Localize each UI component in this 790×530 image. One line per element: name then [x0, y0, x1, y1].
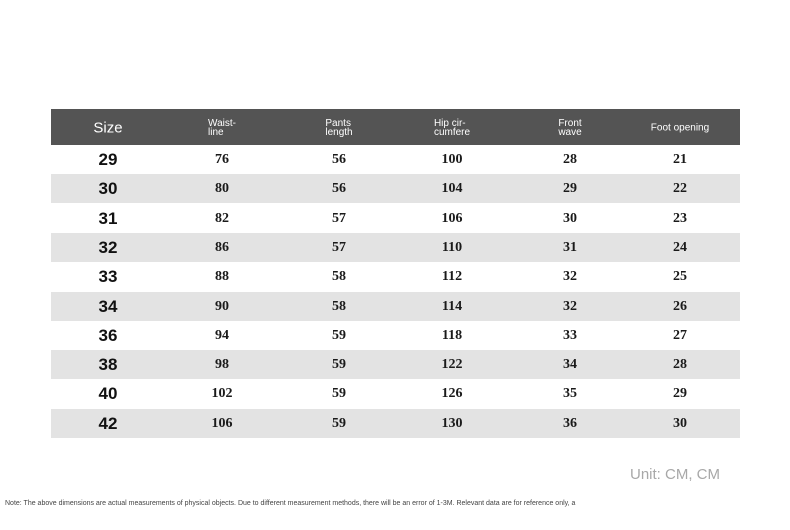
measure-cell: 30 — [563, 210, 577, 226]
table-row — [51, 145, 740, 174]
measure-cell: 58 — [332, 298, 346, 314]
table-row — [51, 262, 740, 291]
header-line: cumfere — [433, 127, 471, 138]
measure-cell: 114 — [441, 298, 463, 314]
column-header: Waist-line — [208, 118, 236, 138]
measure-cell: 100 — [441, 152, 463, 167]
measure-cell: 23 — [673, 210, 687, 226]
measure-cell: 34 — [563, 357, 577, 373]
measure-cell: 112 — [441, 269, 463, 285]
table-row — [51, 321, 740, 350]
column-header: Front wave — [558, 118, 582, 138]
measure-cell: 94 — [215, 327, 229, 343]
measure-cell: 57 — [332, 210, 346, 226]
header-line: line — [208, 127, 224, 138]
measure-cell: 21 — [673, 152, 687, 167]
table-row — [51, 204, 740, 233]
table-row — [51, 291, 740, 321]
measure-cell: 29 — [673, 386, 687, 402]
measure-cell: 102 — [211, 386, 233, 402]
size-cell: 30 — [98, 179, 118, 199]
size-cell: 34 — [98, 296, 118, 316]
measure-cell: 29 — [563, 181, 577, 197]
size-cell: 38 — [98, 355, 118, 375]
measure-cell: 82 — [215, 210, 229, 226]
column-header: Pants length — [325, 118, 353, 138]
header-line: Hip cir- — [433, 118, 466, 129]
header-line: wave — [558, 127, 582, 138]
table-row — [51, 232, 740, 262]
header-bar — [51, 109, 740, 145]
measure-cell: 90 — [215, 298, 229, 314]
measure-cell: 27 — [673, 327, 687, 343]
column-header: Hip cir-cumfere — [433, 118, 471, 138]
measure-cell: 26 — [673, 298, 687, 314]
size-cell: 36 — [98, 325, 118, 345]
measure-cell: 106 — [211, 415, 233, 431]
table-row — [51, 379, 740, 408]
measure-cell: 106 — [441, 210, 463, 226]
table-row — [51, 350, 740, 380]
header-line: Size — [93, 119, 123, 137]
size-cell: 32 — [98, 237, 118, 257]
measure-cell: 28 — [563, 152, 577, 167]
measure-cell: 104 — [441, 181, 463, 197]
measure-cell: 35 — [563, 386, 577, 402]
measure-cell: 24 — [673, 239, 687, 255]
header-line: Front — [558, 118, 582, 129]
measure-cell: 59 — [332, 386, 346, 402]
measure-cell: 30 — [673, 415, 687, 431]
measure-cell: 22 — [673, 181, 687, 197]
column-header: Size — [93, 121, 122, 136]
measure-cell: 122 — [441, 357, 463, 373]
measure-cell: 32 — [563, 269, 577, 285]
measure-cell: 76 — [215, 152, 229, 167]
size-cell: 31 — [98, 208, 118, 228]
measure-cell: 28 — [673, 357, 687, 373]
measure-cell: 58 — [332, 269, 346, 285]
measure-cell: 126 — [441, 386, 463, 402]
measure-cell: 86 — [215, 239, 229, 255]
size-cell: 40 — [98, 384, 118, 404]
header-line: length — [325, 127, 353, 138]
measure-cell: 33 — [563, 327, 577, 343]
column-header: Foot opening — [650, 122, 710, 134]
measure-cell: 32 — [563, 298, 577, 314]
header-line: Pants — [325, 118, 351, 129]
measure-cell: 56 — [332, 152, 346, 167]
size-cell: 33 — [98, 267, 118, 287]
measure-cell: 25 — [673, 269, 687, 285]
measure-cell: 36 — [563, 415, 577, 431]
measure-cell: 57 — [332, 239, 346, 255]
measure-cell: 56 — [332, 181, 346, 197]
header-line: Foot opening — [650, 122, 710, 134]
measure-cell: 88 — [215, 269, 229, 285]
measure-cell: 59 — [332, 357, 346, 373]
measure-cell: 118 — [441, 327, 463, 343]
table-row — [51, 408, 740, 438]
unit-label: Unit: CM, CM — [630, 466, 720, 483]
table-row — [51, 174, 740, 204]
measure-cell: 31 — [563, 239, 577, 255]
measure-cell: 110 — [441, 239, 463, 255]
measure-cell: 98 — [215, 357, 229, 373]
footnote: Note: The above dimensions are actual me… — [5, 500, 576, 507]
measure-cell: 59 — [332, 327, 346, 343]
measure-cell: 59 — [332, 415, 346, 431]
size-cell: 29 — [98, 150, 118, 169]
measure-cell: 80 — [215, 181, 229, 197]
measure-cell: 130 — [441, 415, 463, 431]
header-line: Waist- — [208, 118, 236, 129]
size-cell: 42 — [98, 413, 118, 433]
